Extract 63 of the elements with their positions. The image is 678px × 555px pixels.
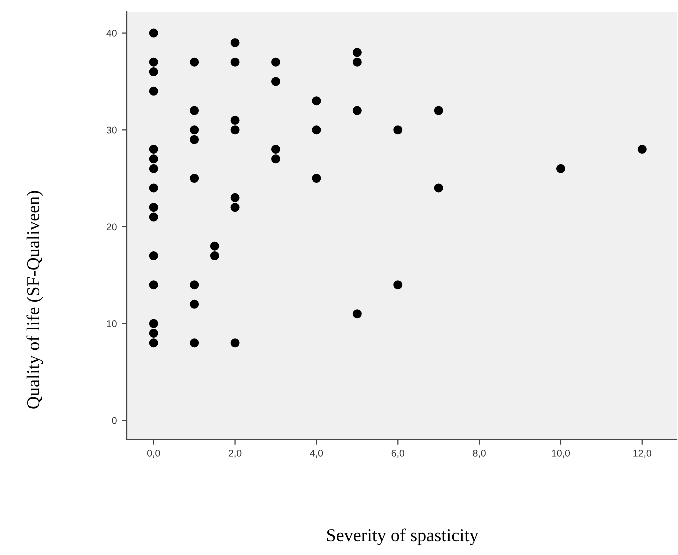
x-tick-label: 10,0 [552, 450, 570, 458]
point [149, 280, 158, 290]
y-tick-label: 30 [106, 126, 117, 134]
point [230, 338, 240, 348]
y-axis-title: Quality of life (SF-Qualiveen) [26, 191, 44, 409]
point [210, 242, 220, 251]
point [190, 174, 200, 184]
point [230, 193, 240, 202]
point [149, 319, 158, 328]
point [149, 338, 158, 348]
point [312, 96, 322, 106]
point [352, 48, 362, 58]
x-tick-label: 12,0 [634, 450, 652, 458]
x-tick-label: 2,0 [229, 450, 242, 458]
point [230, 116, 240, 125]
point [149, 58, 158, 67]
point [312, 126, 322, 135]
point [352, 58, 362, 67]
point [149, 252, 158, 261]
point [190, 106, 200, 116]
y-tick-label: 40 [106, 30, 117, 37]
point [210, 252, 220, 261]
point [149, 28, 158, 38]
point [394, 126, 403, 135]
point [272, 145, 280, 154]
x-tick-label: 4,0 [310, 450, 324, 458]
x-tick-label: 6,0 [392, 450, 405, 458]
point [190, 58, 200, 67]
point [272, 58, 280, 67]
point [190, 280, 200, 290]
point [190, 338, 200, 348]
point [556, 164, 566, 174]
y-tick-label: 10 [107, 320, 117, 328]
point [352, 310, 362, 319]
point [149, 86, 158, 96]
point [230, 203, 240, 212]
x-tick-label: 8,0 [473, 450, 486, 458]
point [434, 184, 444, 193]
point [230, 38, 240, 48]
point [190, 300, 200, 309]
point [149, 203, 158, 212]
point [312, 174, 322, 184]
point [190, 135, 200, 144]
x-axis-title: Severity of spasticity [327, 528, 479, 546]
point [149, 184, 158, 193]
point [230, 58, 240, 67]
point [352, 106, 362, 116]
point [149, 328, 158, 338]
point [394, 280, 403, 290]
y-tick-label: 20 [106, 224, 117, 231]
point [434, 106, 444, 116]
point [149, 145, 158, 154]
y-tick-label: 0 [112, 417, 117, 424]
point [149, 154, 158, 164]
point [230, 126, 240, 135]
point [149, 164, 158, 174]
point [272, 77, 280, 86]
point [638, 145, 647, 154]
point [149, 212, 158, 222]
x-tick-label: 0,0 [147, 450, 160, 458]
point [149, 68, 158, 77]
point [190, 126, 200, 135]
point [272, 154, 280, 164]
